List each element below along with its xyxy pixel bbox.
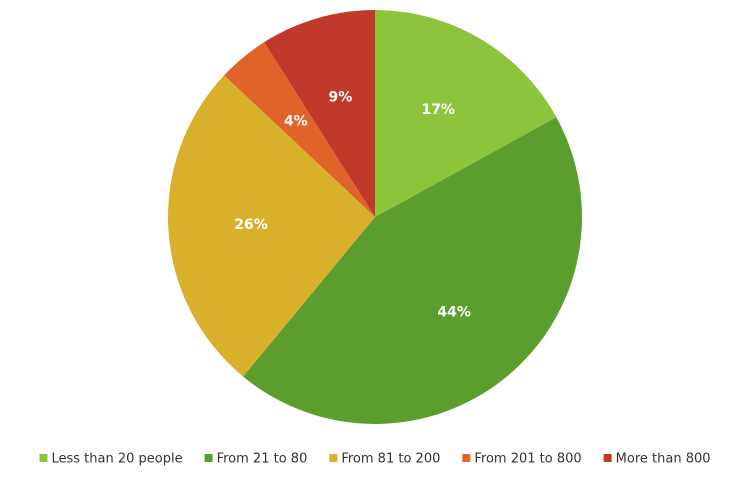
legend-label: From 81 to 200 <box>341 452 440 467</box>
data-label: 26% <box>234 217 268 233</box>
pie-slice <box>264 10 375 217</box>
legend-swatch <box>204 454 213 462</box>
data-label: 4% <box>284 113 308 129</box>
legend-label: From 201 to 800 <box>474 452 581 467</box>
pie-slice <box>224 42 375 217</box>
legend-swatch <box>603 454 612 462</box>
data-label: 9% <box>328 90 352 106</box>
data-label: 44% <box>437 305 471 321</box>
pie-slice <box>375 10 557 217</box>
legend-label: From 21 to 80 <box>217 452 308 467</box>
legend-label: More than 800 <box>616 452 711 467</box>
legend-swatch <box>462 454 471 462</box>
data-label: 17% <box>421 102 455 118</box>
legend-swatch <box>39 454 48 462</box>
pie-slice <box>167 75 375 377</box>
pie-slice <box>243 117 583 425</box>
legend-swatch <box>329 454 338 462</box>
legend-label: Less than 20 people <box>51 452 182 467</box>
